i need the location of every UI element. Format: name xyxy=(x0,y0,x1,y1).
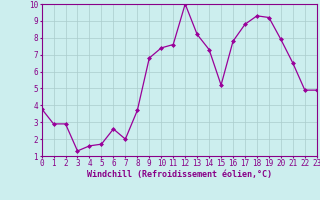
X-axis label: Windchill (Refroidissement éolien,°C): Windchill (Refroidissement éolien,°C) xyxy=(87,170,272,179)
